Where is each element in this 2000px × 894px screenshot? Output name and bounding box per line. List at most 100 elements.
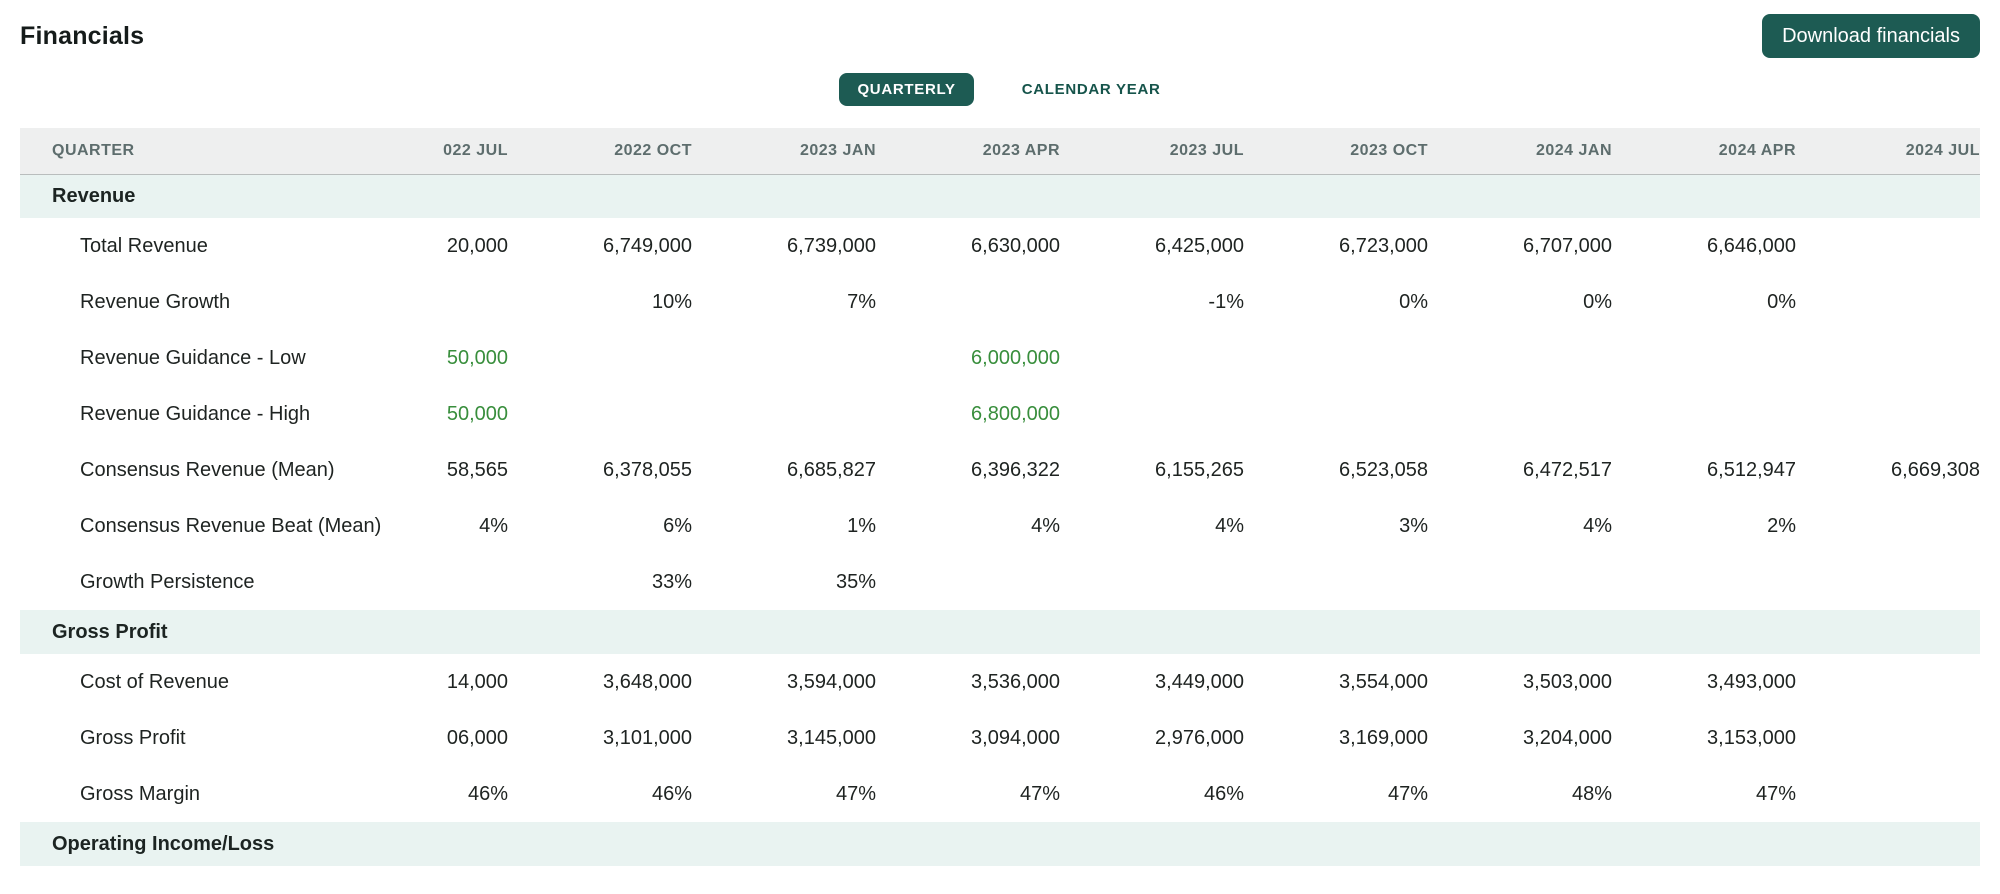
cell — [1796, 386, 1980, 442]
cell — [692, 330, 876, 386]
table-row: Cost of Revenue 14,000 3,648,000 3,594,000 3… — [20, 654, 1980, 710]
cell: 58,565 — [324, 442, 508, 498]
cell: 3,204,000 — [1428, 710, 1612, 766]
table-row: Gross Profit 06,000 3,101,000 3,145,000 3,09… — [20, 710, 1980, 766]
cell: 3,101,000 — [508, 710, 692, 766]
table-row: Growth Persistence 33% 35% — [20, 554, 1980, 610]
cell: 0% — [1428, 274, 1612, 330]
column-header: 2023 OCT — [1244, 128, 1428, 175]
cell — [1244, 386, 1428, 442]
cell: 6,425,000 — [1060, 218, 1244, 274]
column-header: 2024 JUL — [1796, 128, 1980, 175]
download-financials-button[interactable]: Download financials — [1762, 14, 1980, 58]
column-header-quarter: QUARTER — [20, 128, 324, 175]
cell — [1612, 386, 1796, 442]
column-header: 2022 OCT — [508, 128, 692, 175]
cell: 6,646,000 — [1612, 218, 1796, 274]
cell: 4% — [1060, 498, 1244, 554]
cell — [1796, 766, 1980, 822]
column-header: 2023 APR — [876, 128, 1060, 175]
cell: 6% — [508, 498, 692, 554]
cell — [1060, 330, 1244, 386]
table-row: Revenue Growth 10% 7% -1% 0% 0% 0% — [20, 274, 1980, 330]
cell: 4% — [1428, 498, 1612, 554]
cell: 35% — [692, 554, 876, 610]
cell: 6,707,000 — [1428, 218, 1612, 274]
cell: 6,000,000 — [876, 330, 1060, 386]
cell — [1796, 218, 1980, 274]
cell: 3% — [1244, 498, 1428, 554]
cell — [1060, 554, 1244, 610]
cell: 46% — [508, 766, 692, 822]
cell: 6,723,000 — [1244, 218, 1428, 274]
column-header: 2023 JUL — [1060, 128, 1244, 175]
cell — [876, 274, 1060, 330]
cell — [1796, 498, 1980, 554]
table-header-row: QUARTER 022 JUL 2022 OCT 2023 JAN 2023 APR 2… — [20, 128, 1980, 175]
cell: 50,000 — [324, 386, 508, 442]
cell: 50,000 — [324, 330, 508, 386]
cell: 6,749,000 — [508, 218, 692, 274]
cell — [1612, 330, 1796, 386]
cell: 6,739,000 — [692, 218, 876, 274]
row-label: Cost of Revenue — [20, 654, 324, 710]
row-label: Revenue Growth — [20, 274, 324, 330]
cell: -1% — [1060, 274, 1244, 330]
column-header: 2023 JAN — [692, 128, 876, 175]
cell: 4% — [324, 498, 508, 554]
row-label: Growth Persistence — [20, 554, 324, 610]
section-row: Operating Income/Loss — [20, 822, 1980, 866]
row-label: Gross Profit — [20, 710, 324, 766]
cell: 06,000 — [324, 710, 508, 766]
cell: 7% — [692, 274, 876, 330]
section-title: Revenue — [20, 174, 1980, 218]
cell: 6,800,000 — [876, 386, 1060, 442]
cell: 47% — [1612, 766, 1796, 822]
cell: 3,493,000 — [1612, 654, 1796, 710]
cell: 48% — [1428, 766, 1612, 822]
cell: 2,976,000 — [1060, 710, 1244, 766]
cell: 14,000 — [324, 654, 508, 710]
tab-calendar-year[interactable]: CALENDAR YEAR — [1022, 73, 1161, 106]
cell: 4% — [876, 498, 1060, 554]
period-toggle: QUARTERLY CALENDAR YEAR — [0, 66, 2000, 112]
cell: 3,169,000 — [1244, 710, 1428, 766]
cell: 3,449,000 — [1060, 654, 1244, 710]
table-row: Revenue Guidance - Low 50,000 6,000,000 — [20, 330, 1980, 386]
cell: 3,536,000 — [876, 654, 1060, 710]
header-bar: Financials Download financials — [0, 0, 2000, 64]
cell — [1796, 274, 1980, 330]
row-label: Revenue Guidance - High — [20, 386, 324, 442]
section-row: Revenue — [20, 174, 1980, 218]
table-row: Gross Margin 46% 46% 47% 47% 46% 47% 48% 47% — [20, 766, 1980, 822]
section-title: Operating Income/Loss — [20, 822, 1980, 866]
cell — [1796, 710, 1980, 766]
cell — [692, 386, 876, 442]
cell — [1796, 654, 1980, 710]
cell — [1796, 554, 1980, 610]
row-label: Gross Margin — [20, 766, 324, 822]
cell: 47% — [692, 766, 876, 822]
tab-quarterly[interactable]: QUARTERLY — [839, 72, 974, 106]
cell — [1244, 330, 1428, 386]
cell: 1% — [692, 498, 876, 554]
cell — [1244, 554, 1428, 610]
cell — [876, 554, 1060, 610]
cell: 6,685,827 — [692, 442, 876, 498]
section-title: Gross Profit — [20, 610, 1980, 654]
page-title: Financials — [20, 22, 145, 50]
cell: 6,378,055 — [508, 442, 692, 498]
cell: 0% — [1244, 274, 1428, 330]
cell: 6,396,322 — [876, 442, 1060, 498]
cell: 46% — [324, 766, 508, 822]
cell: 47% — [876, 766, 1060, 822]
cell: 2% — [1612, 498, 1796, 554]
cell: 20,000 — [324, 218, 508, 274]
section-row: Gross Profit — [20, 610, 1980, 654]
table-row: Revenue Guidance - High 50,000 6,800,000 — [20, 386, 1980, 442]
cell: 46% — [1060, 766, 1244, 822]
row-label: Consensus Revenue Beat (Mean) — [20, 498, 381, 554]
cell: 3,648,000 — [508, 654, 692, 710]
cell — [1796, 330, 1980, 386]
cell: 3,554,000 — [1244, 654, 1428, 710]
